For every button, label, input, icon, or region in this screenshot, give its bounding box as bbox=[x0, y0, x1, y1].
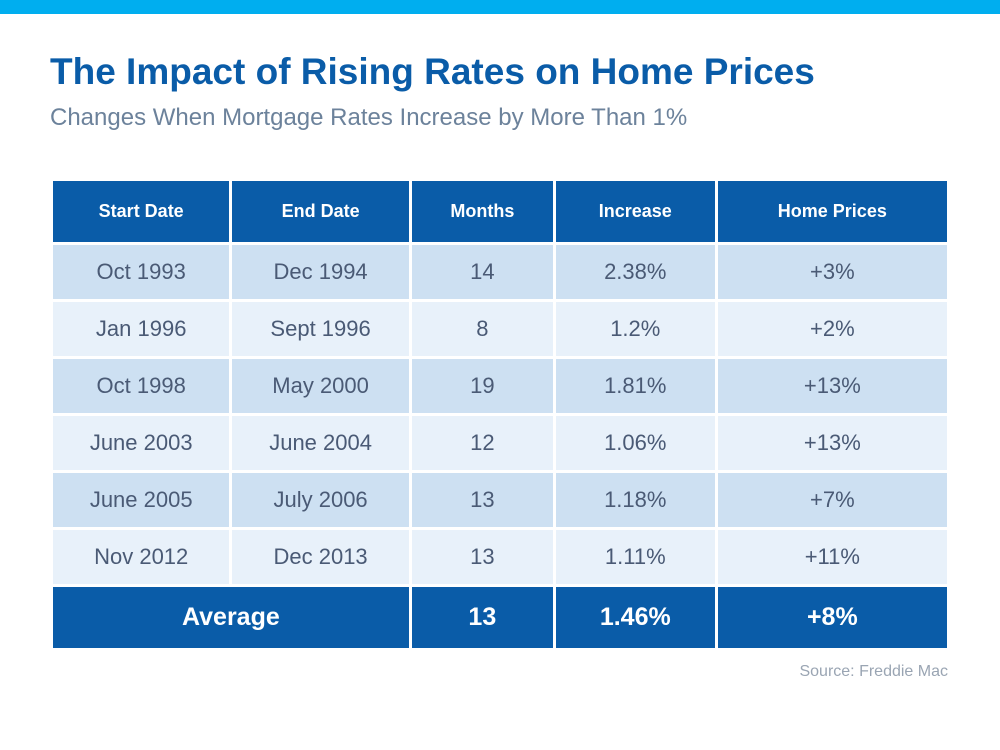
table-row: Oct 1998 May 2000 19 1.81% +13% bbox=[53, 359, 947, 413]
cell-end-date: May 2000 bbox=[232, 359, 408, 413]
cell-months: 14 bbox=[412, 245, 553, 299]
cell-start-date: Jan 1996 bbox=[53, 302, 229, 356]
cell-months: 13 bbox=[412, 530, 553, 584]
cell-home-prices: +13% bbox=[718, 416, 947, 470]
cell-home-prices: +13% bbox=[718, 359, 947, 413]
table-row: Jan 1996 Sept 1996 8 1.2% +2% bbox=[53, 302, 947, 356]
cell-end-date: Sept 1996 bbox=[232, 302, 408, 356]
cell-increase: 1.18% bbox=[556, 473, 715, 527]
page-subtitle: Changes When Mortgage Rates Increase by … bbox=[50, 104, 950, 132]
footer-months: 13 bbox=[412, 587, 553, 648]
table-row: Nov 2012 Dec 2013 13 1.11% +11% bbox=[53, 530, 947, 584]
table-row: Oct 1993 Dec 1994 14 2.38% +3% bbox=[53, 245, 947, 299]
col-end-date: End Date bbox=[232, 181, 408, 242]
cell-home-prices: +3% bbox=[718, 245, 947, 299]
cell-increase: 1.06% bbox=[556, 416, 715, 470]
cell-end-date: June 2004 bbox=[232, 416, 408, 470]
cell-end-date: Dec 1994 bbox=[232, 245, 408, 299]
table-row: June 2005 July 2006 13 1.18% +7% bbox=[53, 473, 947, 527]
cell-start-date: June 2005 bbox=[53, 473, 229, 527]
page-title: The Impact of Rising Rates on Home Price… bbox=[50, 50, 950, 94]
content-area: The Impact of Rising Rates on Home Price… bbox=[0, 14, 1000, 681]
cell-increase: 1.11% bbox=[556, 530, 715, 584]
table-header-row: Start Date End Date Months Increase Home… bbox=[53, 181, 947, 242]
col-home-prices: Home Prices bbox=[718, 181, 947, 242]
top-accent-bar bbox=[0, 0, 1000, 14]
data-table-container: Start Date End Date Months Increase Home… bbox=[50, 178, 950, 651]
cell-home-prices: +7% bbox=[718, 473, 947, 527]
cell-months: 8 bbox=[412, 302, 553, 356]
source-attribution: Source: Freddie Mac bbox=[50, 663, 950, 681]
cell-home-prices: +2% bbox=[718, 302, 947, 356]
cell-months: 19 bbox=[412, 359, 553, 413]
cell-months: 12 bbox=[412, 416, 553, 470]
cell-start-date: Oct 1998 bbox=[53, 359, 229, 413]
col-start-date: Start Date bbox=[53, 181, 229, 242]
col-months: Months bbox=[412, 181, 553, 242]
footer-label: Average bbox=[53, 587, 409, 648]
footer-increase: 1.46% bbox=[556, 587, 715, 648]
cell-home-prices: +11% bbox=[718, 530, 947, 584]
cell-start-date: Oct 1993 bbox=[53, 245, 229, 299]
cell-start-date: June 2003 bbox=[53, 416, 229, 470]
cell-end-date: Dec 2013 bbox=[232, 530, 408, 584]
cell-increase: 1.2% bbox=[556, 302, 715, 356]
table-row: June 2003 June 2004 12 1.06% +13% bbox=[53, 416, 947, 470]
footer-home-prices: +8% bbox=[718, 587, 947, 648]
col-increase: Increase bbox=[556, 181, 715, 242]
cell-increase: 2.38% bbox=[556, 245, 715, 299]
cell-increase: 1.81% bbox=[556, 359, 715, 413]
cell-end-date: July 2006 bbox=[232, 473, 408, 527]
cell-start-date: Nov 2012 bbox=[53, 530, 229, 584]
data-table: Start Date End Date Months Increase Home… bbox=[50, 178, 950, 651]
cell-months: 13 bbox=[412, 473, 553, 527]
table-footer-row: Average 13 1.46% +8% bbox=[53, 587, 947, 648]
